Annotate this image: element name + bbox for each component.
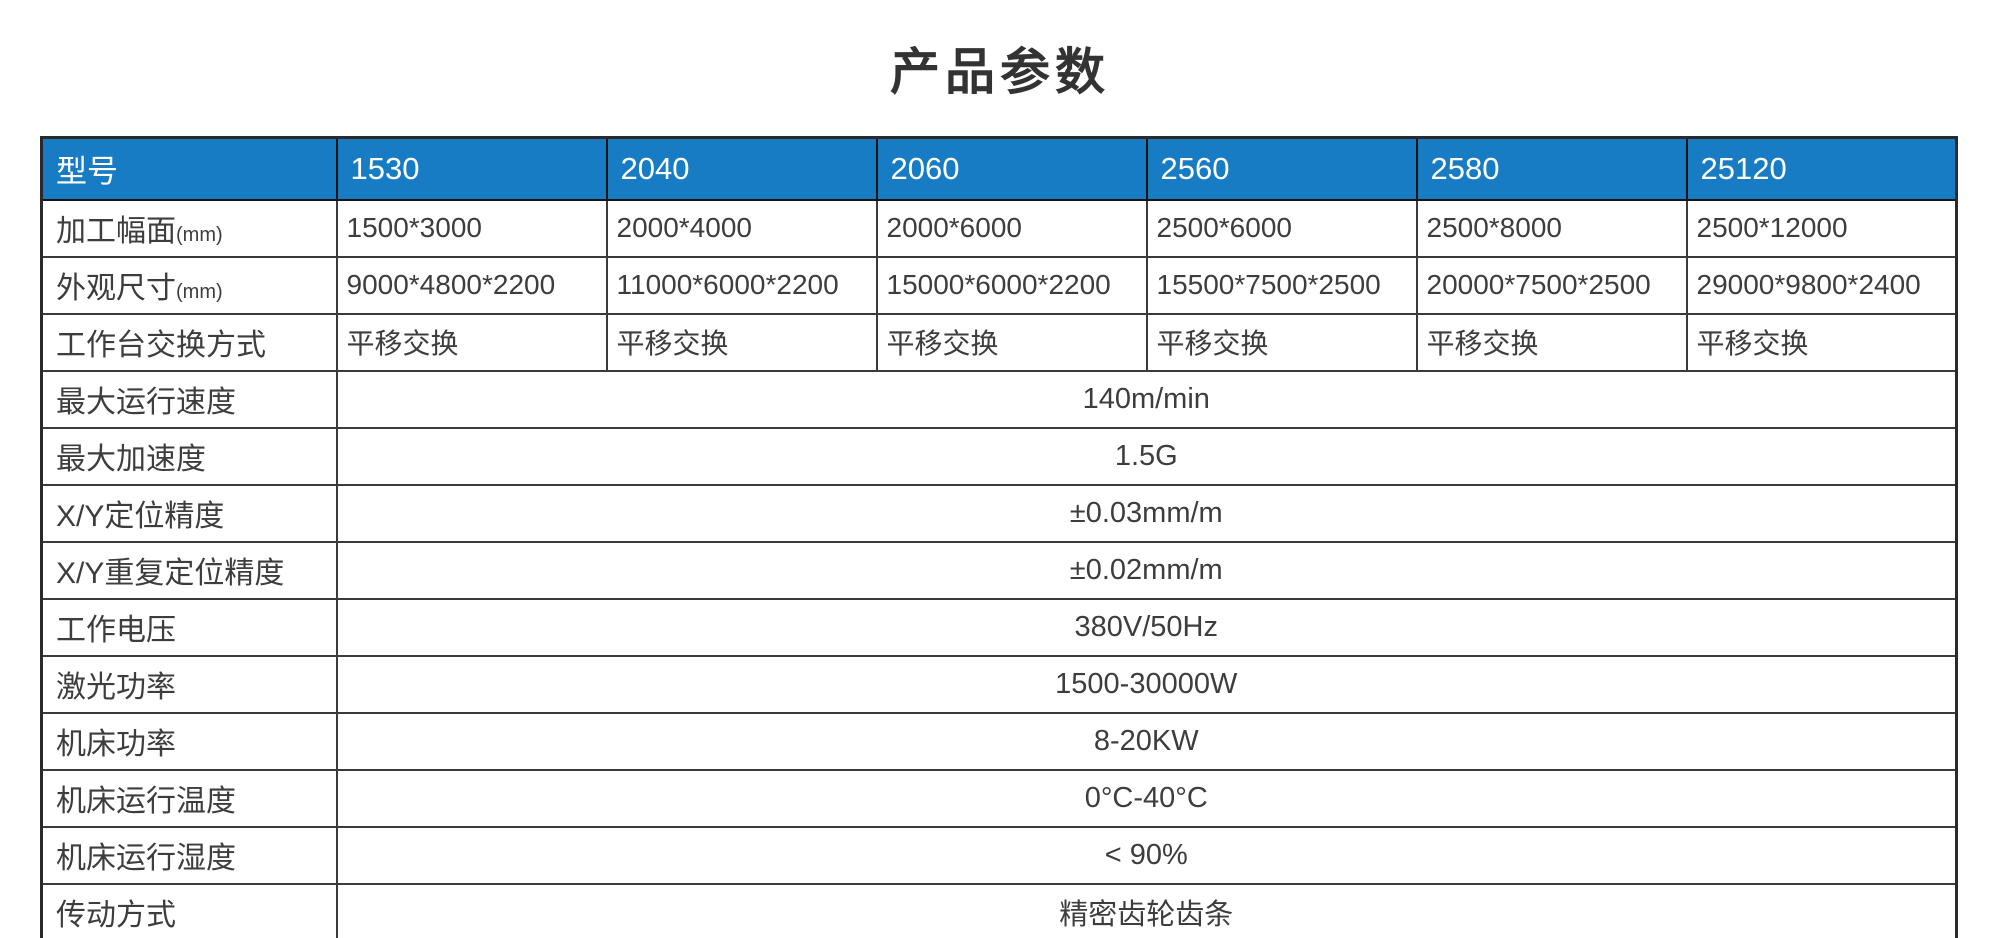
table-header-row: 型号 1530 2040 2060 2560 2580 25120 xyxy=(40,136,1958,201)
table-row-working-voltage: 工作电压 380V/50Hz xyxy=(40,597,1958,657)
table-row-max-speed: 最大运行速度 140m/min xyxy=(40,369,1958,429)
row-label-text: 外观尺寸 xyxy=(56,272,176,305)
cell-machine-dimensions-2580: 20000*7500*2500 xyxy=(1415,255,1688,315)
table-row-positioning-accuracy: X/Y定位精度 ±0.03mm/m xyxy=(40,483,1958,543)
row-label-machine-dimensions: 外观尺寸(mm) xyxy=(40,255,338,315)
cell-processing-area-2580: 2500*8000 xyxy=(1415,198,1688,258)
cell-table-exchange-2560: 平移交换 xyxy=(1145,312,1418,372)
row-label-repeat-positioning-accuracy: X/Y重复定位精度 xyxy=(40,540,338,600)
cell-processing-area-25120: 2500*12000 xyxy=(1685,198,1958,258)
cell-table-exchange-2060: 平移交换 xyxy=(875,312,1148,372)
table-row-transmission: 传动方式 精密齿轮齿条 xyxy=(40,882,1958,938)
cell-max-speed: 140m/min xyxy=(335,369,1958,429)
cell-table-exchange-25120: 平移交换 xyxy=(1685,312,1958,372)
row-label-max-acceleration: 最大加速度 xyxy=(40,426,338,486)
cell-operating-temperature: 0°C-40°C xyxy=(335,768,1958,828)
cell-processing-area-1530: 1500*3000 xyxy=(335,198,608,258)
header-cell-model-label: 型号 xyxy=(40,136,338,201)
header-cell-model-2040: 2040 xyxy=(605,136,878,201)
cell-machine-dimensions-2560: 15500*7500*2500 xyxy=(1145,255,1418,315)
row-label-operating-temperature: 机床运行温度 xyxy=(40,768,338,828)
row-label-working-voltage: 工作电压 xyxy=(40,597,338,657)
cell-table-exchange-1530: 平移交换 xyxy=(335,312,608,372)
page-title: 产品参数 xyxy=(890,44,1110,100)
table-row-operating-temperature: 机床运行温度 0°C-40°C xyxy=(40,768,1958,828)
cell-transmission: 精密齿轮齿条 xyxy=(335,882,1958,938)
table-row-repeat-positioning-accuracy: X/Y重复定位精度 ±0.02mm/m xyxy=(40,540,1958,600)
cell-positioning-accuracy: ±0.03mm/m xyxy=(335,483,1958,543)
row-label-machine-power: 机床功率 xyxy=(40,711,338,771)
header-cell-model-1530: 1530 xyxy=(335,136,608,201)
cell-repeat-positioning-accuracy: ±0.02mm/m xyxy=(335,540,1958,600)
cell-processing-area-2060: 2000*6000 xyxy=(875,198,1148,258)
table-row-laser-power: 激光功率 1500-30000W xyxy=(40,654,1958,714)
cell-machine-dimensions-2060: 15000*6000*2200 xyxy=(875,255,1148,315)
row-label-max-speed: 最大运行速度 xyxy=(40,369,338,429)
cell-laser-power: 1500-30000W xyxy=(335,654,1958,714)
row-label-table-exchange: 工作台交换方式 xyxy=(40,312,338,372)
header-cell-model-25120: 25120 xyxy=(1685,136,1958,201)
header-cell-model-2060: 2060 xyxy=(875,136,1148,201)
cell-max-acceleration: 1.5G xyxy=(335,426,1958,486)
cell-processing-area-2560: 2500*6000 xyxy=(1145,198,1418,258)
cell-machine-dimensions-25120: 29000*9800*2400 xyxy=(1685,255,1958,315)
cell-working-voltage: 380V/50Hz xyxy=(335,597,1958,657)
table-row-max-acceleration: 最大加速度 1.5G xyxy=(40,426,1958,486)
cell-machine-dimensions-2040: 11000*6000*2200 xyxy=(605,255,878,315)
row-label-processing-area: 加工幅面(mm) xyxy=(40,198,338,258)
table-row-table-exchange: 工作台交换方式 平移交换 平移交换 平移交换 平移交换 平移交换 平移交换 xyxy=(40,312,1958,372)
row-label-positioning-accuracy: X/Y定位精度 xyxy=(40,483,338,543)
cell-machine-dimensions-1530: 9000*4800*2200 xyxy=(335,255,608,315)
row-label-text: 加工幅面 xyxy=(56,215,176,248)
table-row-operating-humidity: 机床运行湿度 < 90% xyxy=(40,825,1958,885)
table-row-machine-power: 机床功率 8-20KW xyxy=(40,711,1958,771)
cell-table-exchange-2580: 平移交换 xyxy=(1415,312,1688,372)
row-label-laser-power: 激光功率 xyxy=(40,654,338,714)
header-cell-model-2580: 2580 xyxy=(1415,136,1688,201)
product-spec-table: 型号 1530 2040 2060 2560 2580 25120 加工幅面(m… xyxy=(40,136,1958,938)
cell-operating-humidity: < 90% xyxy=(335,825,1958,885)
row-label-unit: (mm) xyxy=(176,224,223,246)
cell-table-exchange-2040: 平移交换 xyxy=(605,312,878,372)
cell-machine-power: 8-20KW xyxy=(335,711,1958,771)
row-label-operating-humidity: 机床运行湿度 xyxy=(40,825,338,885)
row-label-text: 工作台交换方式 xyxy=(56,329,266,362)
table-row-machine-dimensions: 外观尺寸(mm) 9000*4800*2200 11000*6000*2200 … xyxy=(40,255,1958,315)
cell-processing-area-2040: 2000*4000 xyxy=(605,198,878,258)
header-cell-model-2560: 2560 xyxy=(1145,136,1418,201)
row-label-transmission: 传动方式 xyxy=(40,882,338,938)
table-row-processing-area: 加工幅面(mm) 1500*3000 2000*4000 2000*6000 2… xyxy=(40,198,1958,258)
row-label-unit: (mm) xyxy=(176,281,223,303)
